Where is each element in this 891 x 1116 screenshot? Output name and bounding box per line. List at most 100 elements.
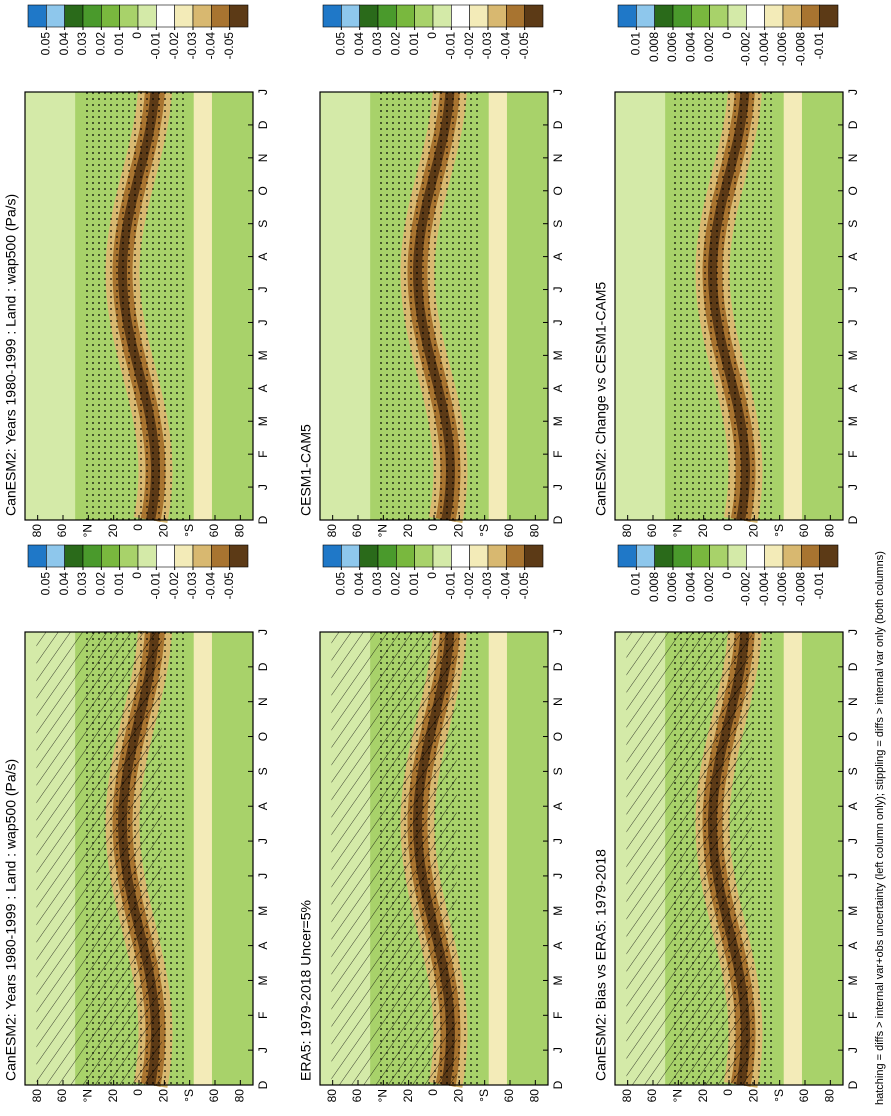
colorbar-label: 0.01: [112, 32, 126, 56]
colorbar-box: [377, 544, 397, 568]
colorbar-box: [819, 544, 839, 568]
colorbar-label: -0.03: [480, 572, 494, 600]
x-tick-label: J: [256, 89, 270, 95]
colorbar-label: -0.004: [757, 572, 771, 606]
x-tick-label: A: [551, 253, 565, 261]
x-tick-label: O: [551, 186, 565, 195]
colorbar-label: 0.006: [665, 32, 679, 62]
x-tick-label: J: [846, 89, 860, 95]
colorbar-box: [46, 544, 65, 568]
colorbar-box: [156, 544, 175, 568]
colorbar-box: [524, 4, 544, 28]
x-tick-label: O: [846, 186, 860, 195]
y-tick-label: 60: [797, 524, 811, 538]
colorbar-box: [414, 4, 434, 28]
field-region: [25, 92, 76, 520]
colorbar-box: [801, 4, 820, 28]
colorbar-box: [819, 4, 839, 28]
colorbar-box: [27, 544, 47, 568]
x-tick-label: D: [846, 120, 860, 129]
y-tick-label: °S: [477, 524, 491, 537]
field-region: [488, 632, 507, 1085]
x-tick-label: M: [256, 416, 270, 426]
colorbar-label: 0: [720, 572, 734, 579]
x-tick-label: N: [846, 154, 860, 163]
colorbar-label: 0.008: [647, 572, 661, 602]
colorbar-label: -0.01: [149, 32, 163, 60]
colorbar-label: -0.01: [812, 572, 826, 600]
x-tick-label: M: [846, 416, 860, 426]
colorbar-box: [377, 4, 397, 28]
x-tick-label: D: [256, 1080, 270, 1089]
colorbar-box: [764, 4, 784, 28]
panel: CanESM2: Years 1980-1999 : Land : wap500…: [3, 4, 270, 538]
colorbar-label: 0.05: [334, 572, 348, 596]
y-tick-label: °S: [182, 1089, 196, 1102]
x-tick-label: D: [551, 1080, 565, 1089]
colorbar-label: -0.05: [517, 572, 531, 600]
y-tick-label: 60: [207, 524, 221, 538]
y-tick-label: °S: [182, 524, 196, 537]
y-tick-label: 20: [452, 524, 466, 538]
x-tick-label: J: [256, 1047, 270, 1053]
field-region: [320, 92, 371, 520]
colorbar-label: 0.04: [352, 572, 366, 596]
y-tick-label: 80: [325, 1089, 339, 1103]
x-tick-label: F: [256, 1012, 270, 1019]
colorbar-label: 0.05: [39, 32, 53, 56]
x-tick-label: O: [551, 732, 565, 741]
x-tick-label: A: [846, 802, 860, 810]
panel: CanESM2: Years 1980-1999 : Land : wap500…: [3, 544, 270, 1103]
x-tick-label: O: [256, 186, 270, 195]
colorbar-label: 0.008: [647, 32, 661, 62]
colorbar-box: [617, 544, 637, 568]
colorbar-label: -0.02: [462, 572, 476, 600]
colorbar-box: [137, 544, 157, 568]
y-tick-label: 60: [350, 1089, 364, 1103]
x-tick-label: N: [256, 154, 270, 163]
colorbar-box: [727, 4, 747, 28]
colorbar-box: [82, 4, 102, 28]
panel-title: CESM1-CAM5: [298, 424, 314, 516]
colorbar-box: [341, 4, 360, 28]
y-tick-label: 20: [157, 524, 171, 538]
colorbar-label: 0.03: [370, 32, 384, 56]
colorbar-label: -0.006: [775, 32, 789, 66]
colorbar-label: 0.002: [702, 572, 716, 602]
y-tick-label: 60: [645, 524, 659, 538]
footnote: hatching = diffs > internal var+obs unce…: [874, 551, 886, 1105]
x-tick-label: D: [846, 1080, 860, 1089]
x-tick-label: O: [846, 732, 860, 741]
x-tick-label: M: [256, 906, 270, 916]
y-tick-label: 80: [233, 1089, 247, 1103]
x-tick-label: F: [551, 450, 565, 457]
colorbar-label: 0.03: [75, 32, 89, 56]
x-tick-label: N: [551, 154, 565, 163]
colorbar-box: [192, 4, 212, 28]
colorbar-label: 0.05: [39, 572, 53, 596]
y-tick-label: 80: [528, 524, 542, 538]
x-tick-label: A: [551, 384, 565, 392]
colorbar-label: -0.004: [757, 32, 771, 66]
y-tick-label: 60: [502, 524, 516, 538]
y-tick-label: °S: [477, 1089, 491, 1102]
y-tick-label: °N: [671, 524, 685, 537]
colorbar-label: 0: [720, 32, 734, 39]
colorbar-label: -0.02: [167, 32, 181, 60]
y-tick-label: 80: [823, 1089, 837, 1103]
y-tick-label: °N: [376, 1089, 390, 1102]
x-tick-label: J: [551, 629, 565, 635]
colorbar-label: -0.04: [204, 572, 218, 600]
colorbar-box: [359, 4, 379, 28]
colorbar-box: [654, 4, 674, 28]
colorbar-label: -0.04: [499, 572, 513, 600]
colorbar-box: [64, 544, 84, 568]
colorbar-label: -0.01: [444, 32, 458, 60]
y-tick-label: 80: [325, 524, 339, 538]
colorbar-label: -0.006: [775, 572, 789, 606]
hatching: [331, 632, 457, 1085]
colorbar-label: -0.05: [222, 32, 236, 60]
x-tick-label: J: [256, 838, 270, 844]
colorbar-box: [636, 4, 655, 28]
x-tick-label: D: [846, 515, 860, 524]
